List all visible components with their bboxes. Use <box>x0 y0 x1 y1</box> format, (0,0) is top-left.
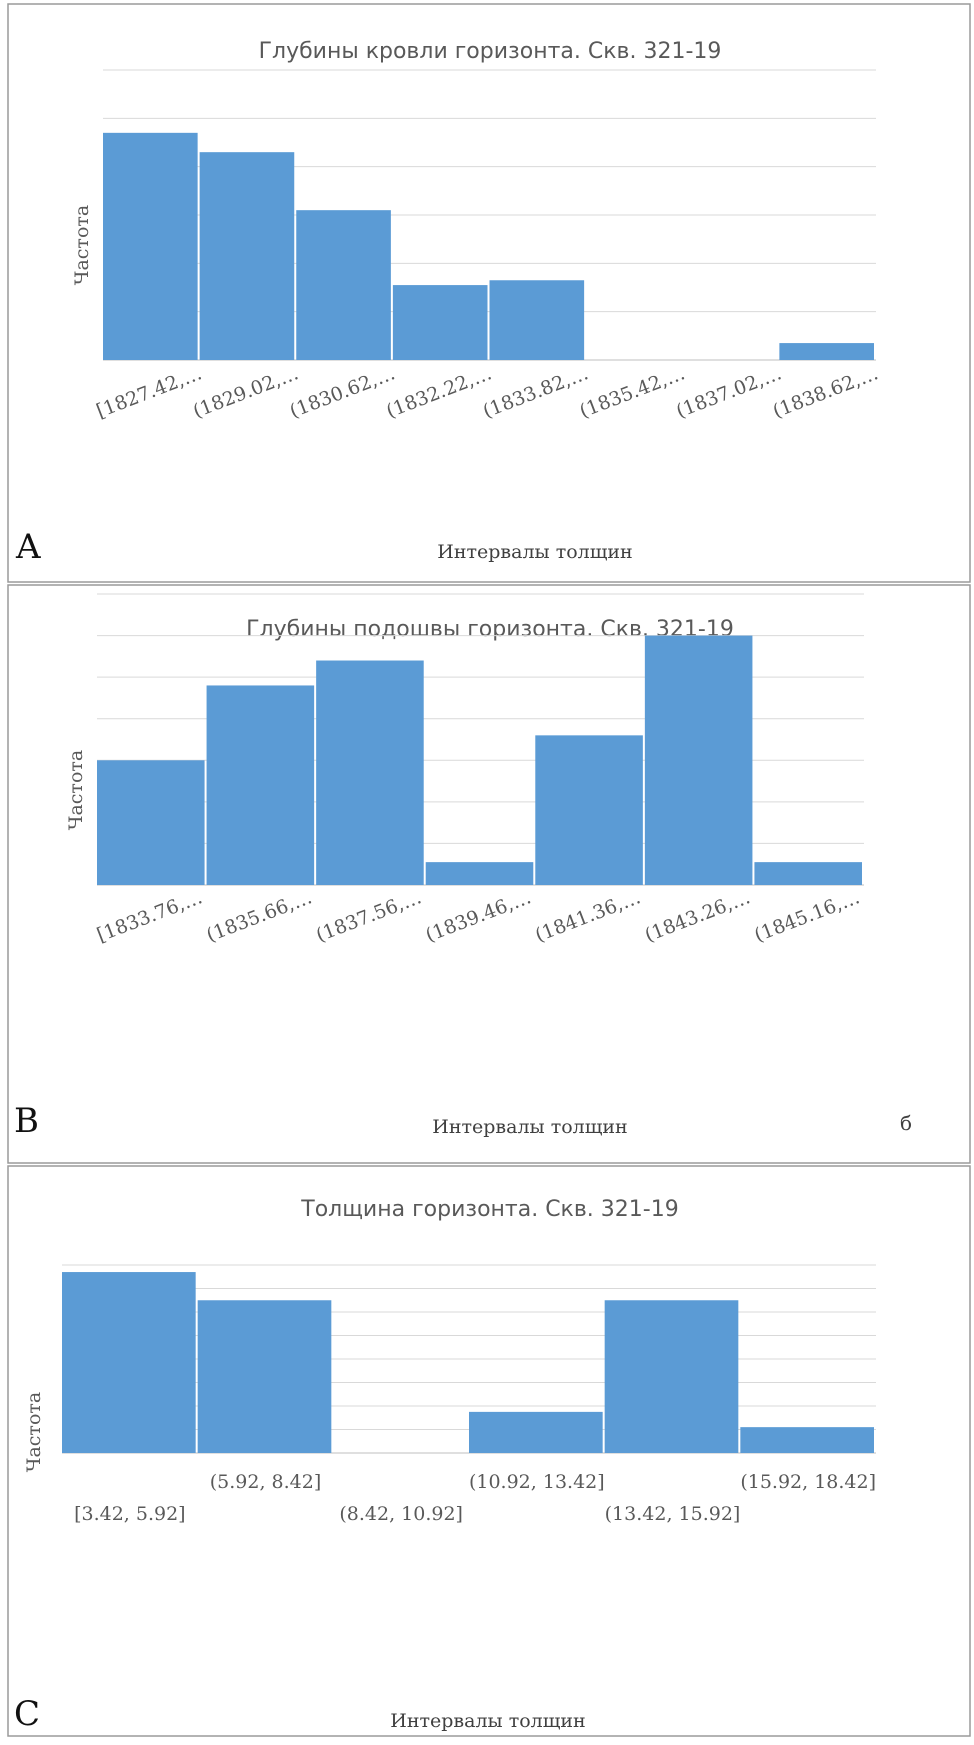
chart-c-tick-label: (13.42, 15.92] <box>605 1503 741 1525</box>
chart-c-bar-5 <box>604 1300 739 1453</box>
chart-a-ylabel: Частота <box>71 205 93 285</box>
chart-a-bar-8 <box>779 343 874 360</box>
chart-a-tick-label: (1837.02,… <box>673 362 785 422</box>
chart-b-tick-label: (1845.16,… <box>751 886 863 946</box>
chart-a-tick-label: (1838.62,… <box>770 362 882 422</box>
chart-a-tick-label: (1830.62,… <box>287 362 399 422</box>
chart-a-tick-label: (1833.82,… <box>480 362 592 422</box>
chart-c-xlabel: Интервалы толщин <box>390 1710 585 1732</box>
chart-a-tick-label: (1835.42,… <box>577 362 689 422</box>
chart-a-bar-5 <box>489 280 585 360</box>
chart-a-bar-2 <box>199 152 295 360</box>
chart-c-bar-6 <box>740 1427 874 1453</box>
chart-c-tick-label: (5.92, 8.42] <box>210 1471 322 1493</box>
chart-b-tick-label: [1833.76,… <box>94 886 206 946</box>
chart-c-tick-label: (15.92, 18.42] <box>740 1471 876 1493</box>
chart-c-tick-label: (10.92, 13.42] <box>469 1471 605 1493</box>
chart-a-tick-label: (1829.02,… <box>190 362 302 422</box>
chart-c-title: Толщина горизонта. Скв. 321-19 <box>300 1197 678 1222</box>
chart-b-bar-2 <box>206 685 315 885</box>
chart-marks: [1827.42,…(1829.02,…(1830.62,…(1832.22,…… <box>62 69 882 1525</box>
panel-frame-c <box>7 1165 971 1737</box>
chart-a-bar-4 <box>392 285 488 360</box>
chart-a-panel-label: A <box>15 527 41 567</box>
chart-b-bar-5 <box>535 735 643 885</box>
chart-b-panel-label: B <box>14 1101 39 1141</box>
chart-b-bar-7 <box>754 862 862 885</box>
chart-b-tick-label: (1837.56,… <box>313 886 425 946</box>
chart-c-tick-label: (8.42, 10.92] <box>339 1503 463 1525</box>
chart-c-bar-4 <box>469 1411 603 1453</box>
chart-c-ylabel: Частота <box>23 1392 45 1472</box>
chart-b-bar-6 <box>644 635 753 885</box>
chart-a-title: Глубины кровли горизонта. Скв. 321-19 <box>259 39 722 64</box>
chart-c-bar-1 <box>62 1272 196 1453</box>
chart-c-tick-label: [3.42, 5.92] <box>74 1503 186 1525</box>
chart-b-tick-label: (1841.36,… <box>532 886 644 946</box>
chart-b-tick-label: (1835.66,… <box>203 886 315 946</box>
chart-b-tick-label: (1839.46,… <box>423 886 535 946</box>
chart-a-xlabel: Интервалы толщин <box>437 541 632 563</box>
panel-frame-a <box>7 3 971 583</box>
chart-b-bar-4 <box>425 862 534 885</box>
chart-a-bar-1 <box>103 132 198 360</box>
chart-c-bar-2 <box>197 1300 332 1453</box>
chart-a-tick-label: (1832.22,… <box>383 362 495 422</box>
chart-b-bar-1 <box>97 760 205 885</box>
chart-a-bar-3 <box>296 210 391 360</box>
chart-c-panel-label: C <box>14 1694 40 1734</box>
chart-a-tick-label: [1827.42,… <box>93 362 205 422</box>
panel-frame-b <box>7 584 971 1164</box>
chart-b-ylabel: Частота <box>65 750 87 830</box>
chart-b-tick-label: (1843.26,… <box>642 886 754 946</box>
chart-b-bar-3 <box>316 660 424 885</box>
chart-b-xlabel: Интервалы толщин <box>432 1116 627 1138</box>
chart-b-note: б <box>900 1111 912 1135</box>
